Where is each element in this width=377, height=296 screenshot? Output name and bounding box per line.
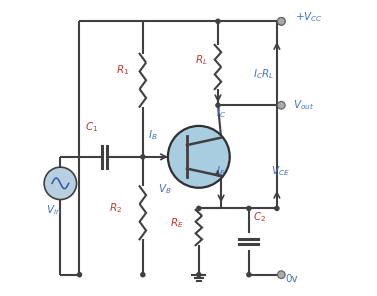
Text: $R_2$: $R_2$ xyxy=(109,202,122,215)
Circle shape xyxy=(141,273,145,277)
Text: $R_E$: $R_E$ xyxy=(170,216,184,230)
Circle shape xyxy=(197,273,201,277)
Circle shape xyxy=(277,271,285,279)
Text: $I_C R_L$: $I_C R_L$ xyxy=(253,67,274,81)
Text: $V_{CE}$: $V_{CE}$ xyxy=(271,165,290,178)
Text: $V_{in}$: $V_{in}$ xyxy=(46,203,61,217)
Circle shape xyxy=(247,273,251,277)
Circle shape xyxy=(277,17,285,25)
Text: $V_{out}$: $V_{out}$ xyxy=(293,98,314,112)
Circle shape xyxy=(277,17,285,25)
Text: $I_C$: $I_C$ xyxy=(216,106,227,120)
Text: +$V_{CC}$: +$V_{CC}$ xyxy=(294,10,322,24)
Text: $I_E$: $I_E$ xyxy=(216,165,226,178)
Circle shape xyxy=(216,19,220,23)
Circle shape xyxy=(197,206,201,210)
Circle shape xyxy=(216,103,220,107)
Circle shape xyxy=(168,126,230,188)
Text: $R_L$: $R_L$ xyxy=(195,53,208,67)
Circle shape xyxy=(275,206,279,210)
Text: 0v: 0v xyxy=(286,274,298,284)
Circle shape xyxy=(44,167,77,200)
Circle shape xyxy=(77,273,81,277)
Circle shape xyxy=(247,206,251,210)
Text: $V_B$: $V_B$ xyxy=(158,182,171,196)
Text: $I_B$: $I_B$ xyxy=(148,128,158,142)
Circle shape xyxy=(141,155,145,159)
Text: $R_1$: $R_1$ xyxy=(116,63,130,77)
Circle shape xyxy=(277,102,285,109)
Text: $C_2$: $C_2$ xyxy=(253,210,267,224)
Text: $C_1$: $C_1$ xyxy=(85,120,98,134)
